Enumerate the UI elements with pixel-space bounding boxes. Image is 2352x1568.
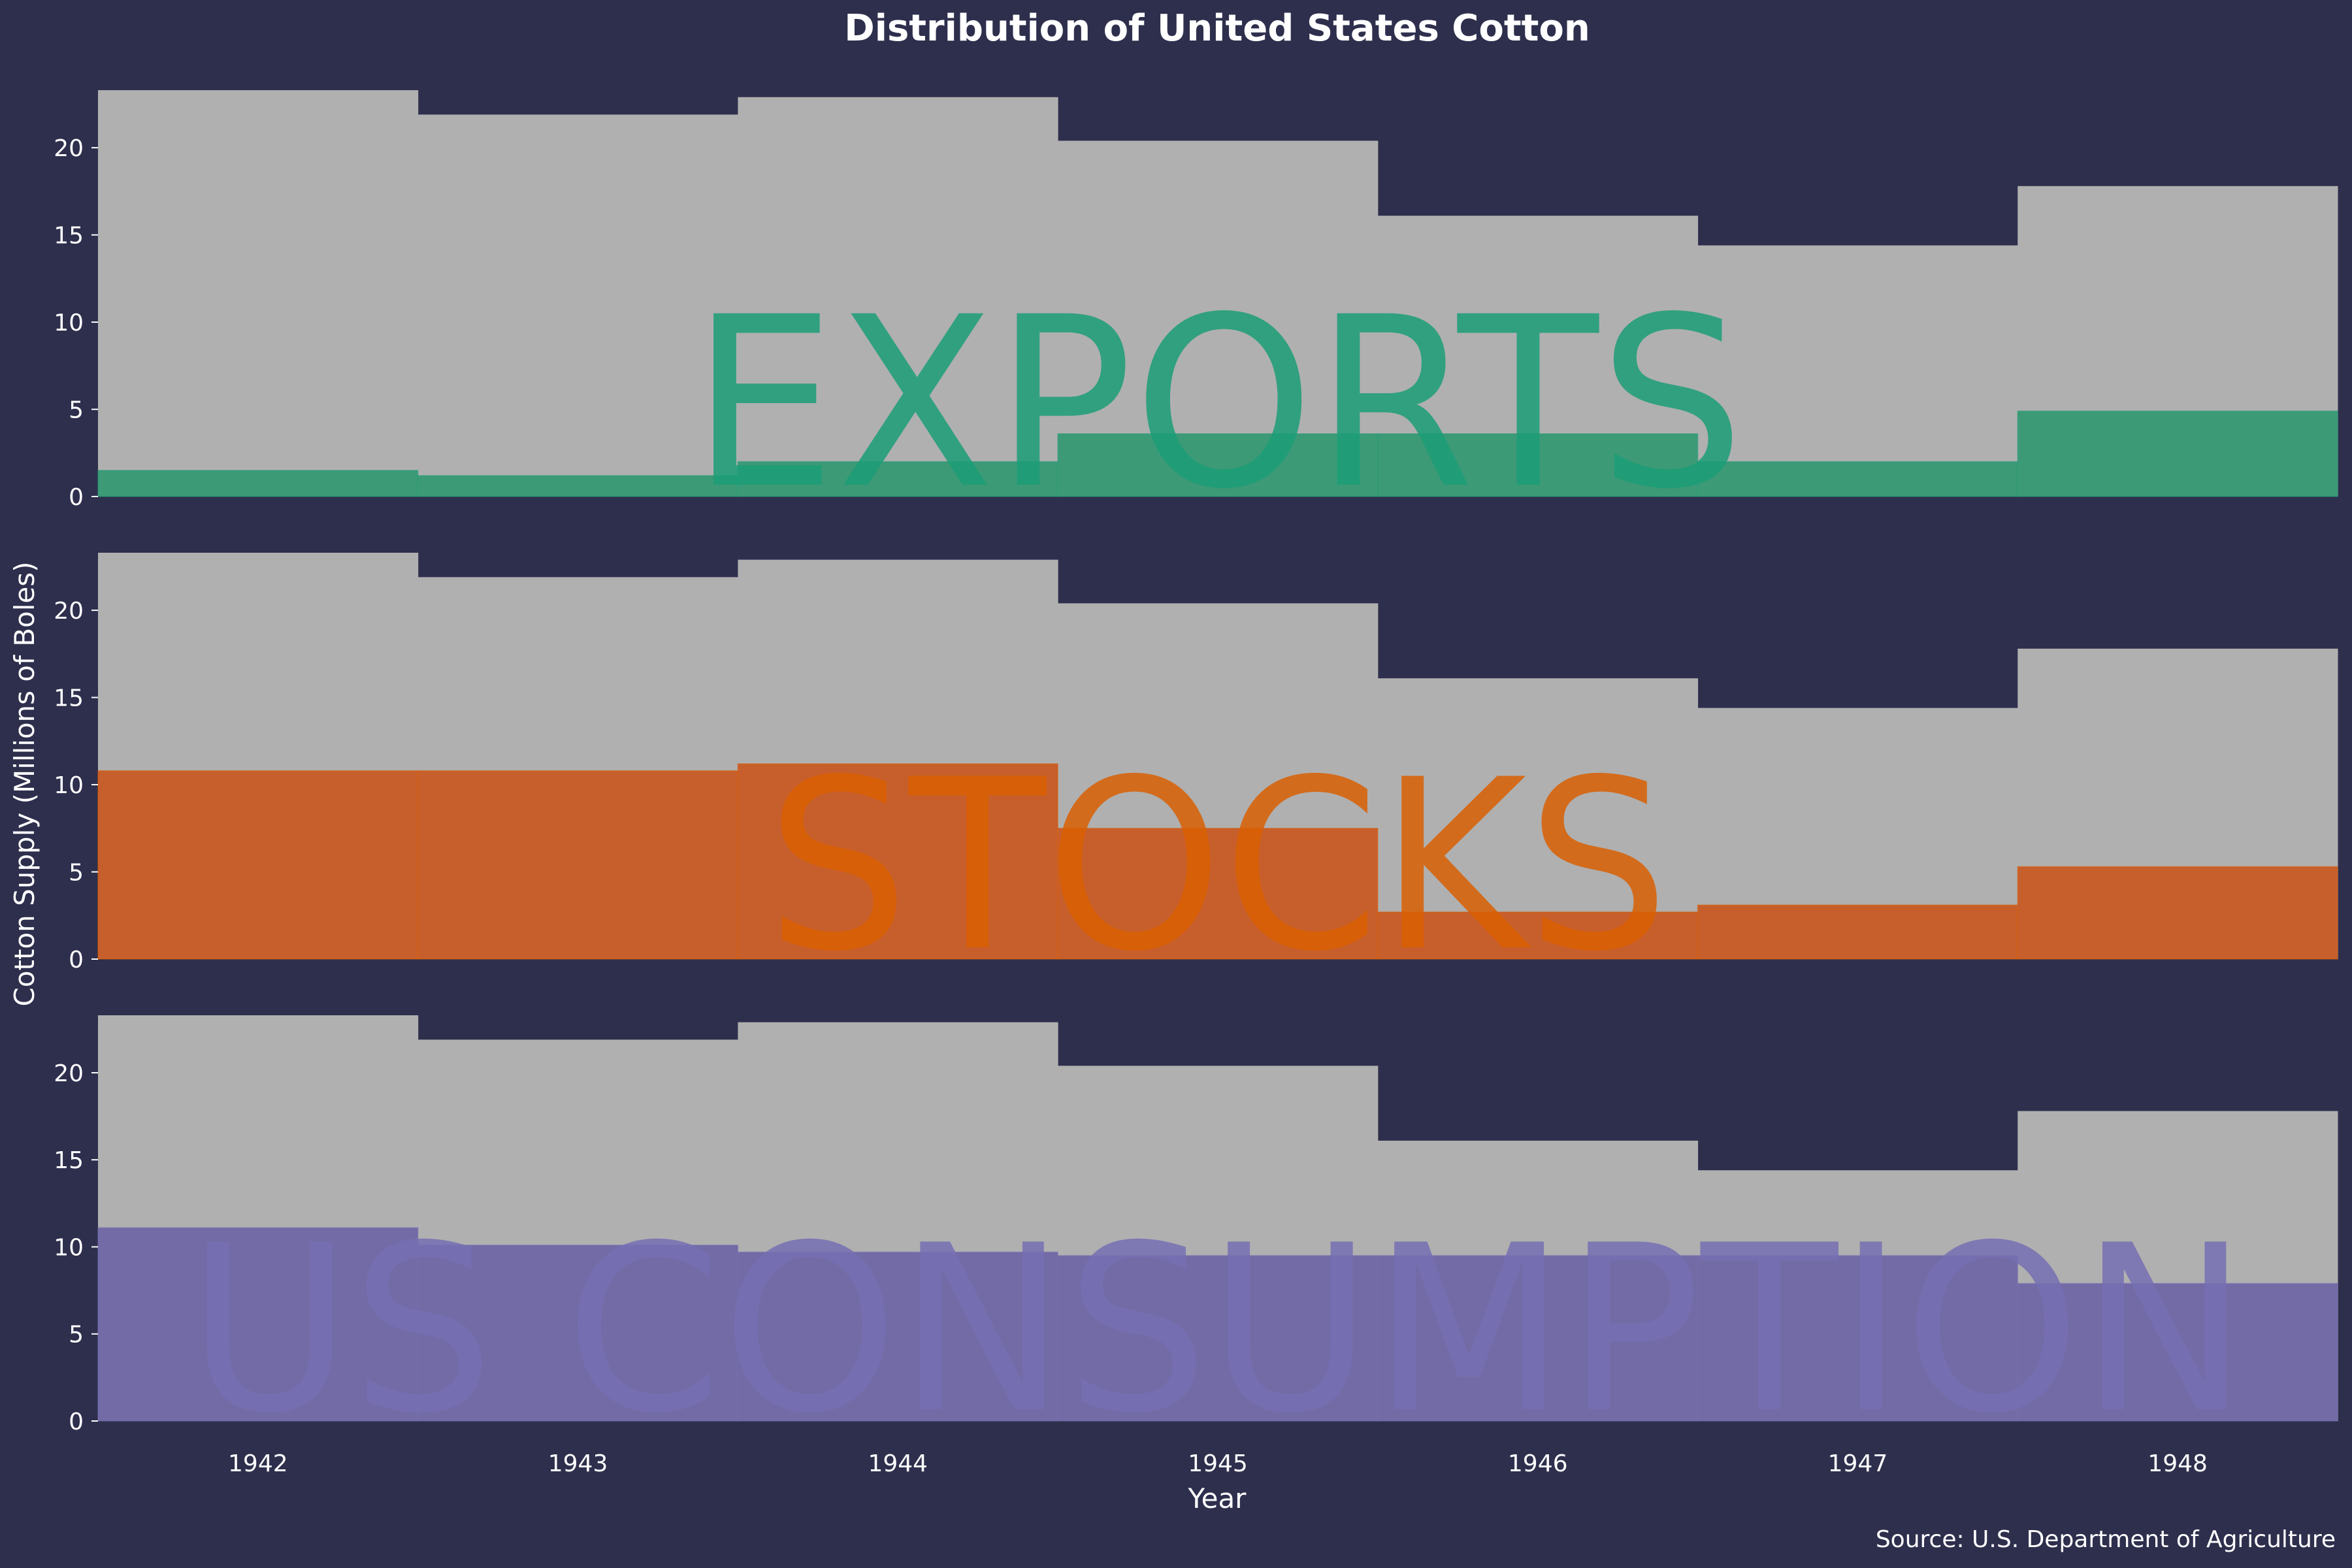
x-tick-label: 1945 (1188, 1450, 1248, 1477)
x-tick-label: 1944 (868, 1450, 928, 1477)
stocks-bar-1944 (737, 763, 1058, 960)
consumption-bar-1947 (1697, 1255, 2019, 1422)
x-tick-label: 1947 (1828, 1450, 1888, 1477)
y-tick-label: 0 (69, 947, 84, 973)
total-supply-bar-1947 (1697, 245, 2018, 497)
stocks-bar-1945 (1057, 828, 1379, 960)
x-tick-label: 1943 (548, 1450, 608, 1477)
panel-label-consumption: US CONSUMPTION (188, 1196, 2248, 1464)
y-tick-label: 15 (54, 685, 84, 712)
y-tick-label: 0 (69, 484, 84, 511)
stocks-bar-1942 (97, 770, 419, 960)
total-supply-bar-1943 (417, 114, 738, 497)
consumption-bar-1944 (737, 1251, 1058, 1422)
y-tick-label: 5 (69, 397, 84, 424)
chart-title: Distribution of United States Cotton (844, 7, 1590, 50)
panel-stocks: STOCKS 0 5 10 15 20 (54, 553, 2338, 1003)
x-tick-label: 1948 (2148, 1450, 2208, 1477)
x-axis-label: Year (1188, 1482, 1247, 1514)
y-tick-label: 5 (69, 1322, 84, 1348)
y-tick-label: 10 (54, 1234, 84, 1261)
panel-label-stocks: STOCKS (766, 729, 1669, 1003)
source-note: Source: U.S. Department of Agriculture (1876, 1526, 2336, 1553)
y-tick-label: 5 (69, 860, 84, 887)
y-tick-label: 20 (54, 1060, 84, 1087)
consumption-bar-1942 (97, 1227, 419, 1422)
stocks-bar-1943 (417, 770, 739, 960)
y-tick-label: 20 (54, 135, 84, 162)
y-axis-label: Cotton Supply (Millions of Boles) (8, 561, 41, 1006)
x-tick-label: 1942 (228, 1450, 288, 1477)
stocks-bar-1946 (1377, 911, 1699, 960)
stocks-bar-1947 (1697, 904, 2019, 960)
panel-consumption: US CONSUMPTION 0 5 10 15 20 (54, 1015, 2338, 1464)
exports-bar-1948 (2017, 410, 2338, 497)
total-supply-bar-1942 (98, 90, 419, 497)
x-tick-labels: 1942 1943 1944 1945 1946 1947 1948 (228, 1450, 2208, 1477)
exports-bar-1945 (1057, 433, 1379, 497)
exports-bar-1947 (1697, 461, 2019, 497)
exports-bar-1944 (737, 461, 1058, 497)
y-tick-label: 10 (54, 310, 84, 336)
y-tick-label: 20 (54, 598, 84, 625)
consumption-bar-1943 (417, 1245, 739, 1422)
y-tick-label: 15 (54, 1147, 84, 1174)
consumption-bar-1945 (1057, 1255, 1379, 1422)
panel-exports: EXPORTS 0 5 10 15 20 (54, 90, 2338, 540)
y-tick-label: 10 (54, 772, 84, 799)
exports-bar-1942 (97, 470, 419, 497)
y-tick-label: 15 (54, 223, 84, 250)
consumption-bar-1946 (1377, 1255, 1699, 1422)
consumption-bar-1948 (2017, 1282, 2338, 1422)
total-supply-bar-1944 (738, 97, 1058, 497)
x-tick-label: 1946 (1508, 1450, 1568, 1477)
exports-bar-1943 (417, 475, 739, 497)
panel-label-exports: EXPORTS (691, 267, 1745, 540)
y-tick-label: 0 (69, 1409, 84, 1435)
stocks-bar-1948 (2017, 866, 2338, 960)
